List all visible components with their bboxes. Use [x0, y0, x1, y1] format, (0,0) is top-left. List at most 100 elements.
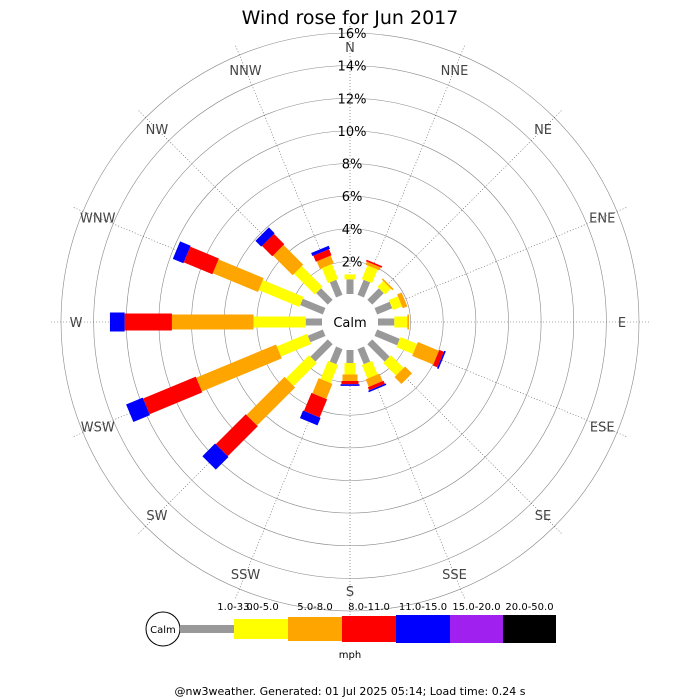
direction-label: NNE — [441, 64, 469, 79]
legend-swatch — [234, 619, 288, 639]
wind-bar-segment — [172, 241, 191, 264]
legend: Calm 1.0-3.03.0-5.0 5.0-8.0 8.0-11.0 11.0-15… — [145, 602, 556, 661]
wind-bar-rect — [258, 279, 304, 308]
wind-bar-segment — [374, 329, 400, 346]
wind-bar-segment — [316, 255, 334, 269]
footer-text: @nw3weather. Generated: 01 Jul 2025 05:1… — [175, 685, 526, 698]
wind-bar-segment — [367, 288, 384, 305]
wind-bar-rect — [367, 339, 390, 362]
wind-bar-rect — [172, 241, 191, 264]
direction-label: N — [345, 41, 355, 56]
wind-bar-segment — [377, 281, 391, 295]
wind-bar-segment — [285, 355, 317, 387]
wind-bar-rect — [307, 329, 326, 343]
radial-tick-label: 12% — [338, 92, 367, 107]
wind-bar-segment — [357, 346, 371, 365]
wind-bar-segment — [300, 298, 326, 315]
radial-tick-label: 14% — [338, 60, 367, 75]
wind-bar-rect — [381, 278, 394, 291]
wind-bar-segment — [202, 443, 229, 470]
wind-bar-segment — [381, 278, 394, 291]
wind-bar-rect — [344, 363, 356, 375]
wind-bar-rect — [367, 288, 384, 305]
wind-bar-rect — [437, 350, 446, 369]
direction-label: SW — [146, 509, 167, 524]
direction-label: S — [346, 585, 354, 600]
wind-bar-rect — [124, 313, 172, 331]
wind-bar-segment — [171, 314, 254, 330]
direction-label: NNW — [229, 64, 261, 79]
wind-bar-segment — [361, 360, 378, 379]
wind-bar-segment — [321, 263, 339, 284]
wind-bar-segment — [361, 265, 378, 284]
wind-bar-rect — [285, 355, 317, 387]
wind-bar-rect — [299, 410, 321, 426]
wind-bar-rect — [316, 255, 334, 269]
legend-unit: mph — [339, 650, 361, 661]
grid-spoke — [360, 347, 465, 599]
wind-bar-segment — [367, 380, 385, 391]
wind-bar-segment — [346, 279, 354, 294]
wind-bar-rect — [246, 376, 296, 426]
legend-label: 15.0-20.0 — [452, 602, 500, 613]
wind-bar-rect — [316, 288, 333, 305]
wind-bar-segment — [437, 350, 446, 369]
wind-bar-rect — [272, 244, 304, 276]
wind-bar-segment — [357, 279, 371, 298]
wind-bar-rect — [321, 263, 339, 284]
wind-bar-rect — [183, 246, 219, 275]
wind-bar-segment — [397, 292, 408, 309]
wind-bar-segment — [215, 414, 258, 457]
wind-bar-rect — [215, 414, 258, 457]
wind-bar-segment — [183, 246, 219, 275]
wind-bar-rect — [397, 292, 408, 309]
wind-bar-rect — [255, 227, 275, 247]
wind-bar-rect — [196, 344, 282, 392]
wind-bar-segment — [365, 373, 383, 387]
wind-bar-rect — [276, 333, 312, 357]
wind-bar-segment — [412, 342, 440, 365]
wind-bar-rect — [320, 360, 339, 384]
wind-bar-segment — [305, 318, 322, 326]
wind-bar-rect — [377, 281, 391, 295]
wind-bar-rect — [394, 366, 413, 385]
wind-bar-rect — [394, 316, 408, 328]
wind-bar-rect — [368, 383, 387, 393]
wind-bar-rect — [311, 245, 330, 257]
radial-tick-label: 2% — [342, 255, 363, 270]
wind-bar-rect — [378, 318, 395, 326]
wind-bar-segment — [383, 355, 404, 376]
wind-bar-segment — [246, 376, 296, 426]
wind-bar-segment — [276, 333, 312, 357]
wind-bar-segment — [329, 279, 343, 298]
legend-label: 20.0-50.0 — [505, 602, 553, 613]
wind-bar-segment — [143, 376, 203, 415]
legend-label: 5.0-8.0 — [297, 602, 332, 613]
wind-bar-rect — [313, 249, 332, 262]
legend-swatch — [342, 616, 396, 642]
wind-bar-segment — [299, 410, 321, 426]
wind-bar-rect — [305, 318, 322, 326]
calm-center: Calm — [325, 297, 375, 347]
wind-bar-segment — [212, 259, 264, 292]
wind-bar-segment — [341, 380, 359, 385]
direction-label: E — [618, 316, 626, 331]
wind-bar-segment — [294, 266, 323, 295]
wind-bar-rect — [340, 384, 360, 386]
direction-label: SSE — [442, 568, 467, 583]
calm-circle — [325, 297, 375, 347]
wind-bar-rect — [329, 279, 343, 298]
wind-bar-segment — [344, 363, 356, 375]
wind-bar-rect — [312, 378, 333, 399]
wind-bar-rect — [361, 265, 378, 284]
wind-bar-segment — [311, 245, 330, 257]
wind-bar-segment — [329, 346, 343, 365]
direction-label: NE — [534, 123, 552, 138]
wind-bar-rect — [432, 349, 444, 368]
wind-bar-rect — [383, 355, 404, 376]
direction-label: NW — [146, 123, 169, 138]
wind-bar-segment — [255, 227, 275, 247]
wind-bar-segment — [253, 316, 306, 328]
wind-bar-rect — [396, 336, 418, 355]
direction-label: ESE — [590, 420, 615, 435]
